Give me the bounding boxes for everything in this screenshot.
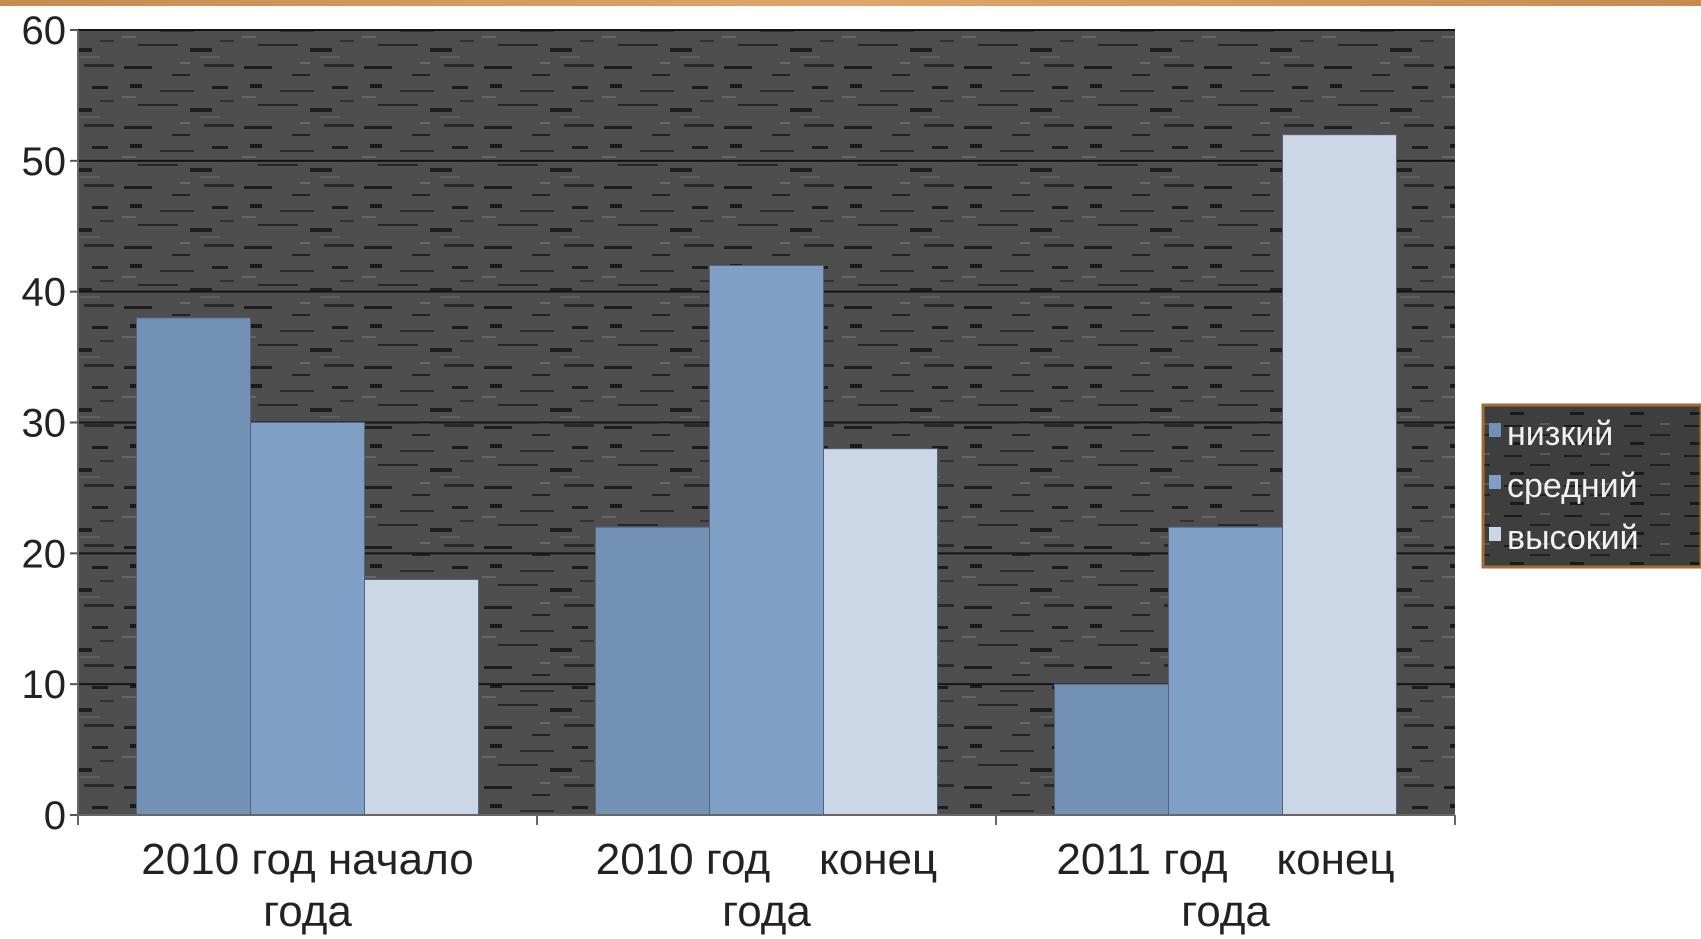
top-decorative-band	[0, 0, 1701, 6]
legend-swatch-средний	[1489, 475, 1501, 489]
legend-box	[1481, 403, 1701, 569]
bar-средний-0	[250, 422, 365, 816]
bar-низкий-1	[595, 526, 710, 816]
x-category-label: 2011 год конец	[1056, 835, 1394, 884]
bar-низкий-2	[1054, 683, 1169, 816]
bars	[136, 134, 1397, 816]
y-tick-label: 50	[22, 140, 67, 184]
bar-высокий-0	[364, 579, 479, 816]
legend-label-средний: средний	[1507, 467, 1638, 505]
bar-высокий-1	[823, 448, 938, 816]
y-tick-label: 20	[22, 532, 67, 576]
x-category-label: года	[1181, 887, 1270, 936]
y-axis-tick-labels: 0 10 20 30 40 50 60	[22, 9, 67, 838]
y-tick-label: 30	[22, 402, 67, 446]
bar-низкий-0	[136, 317, 251, 816]
axes	[70, 29, 1456, 825]
x-category-label: года	[263, 887, 352, 936]
bar-высокий-2	[1282, 134, 1397, 816]
y-tick-label: 0	[44, 794, 66, 838]
legend-label-низкий: низкий	[1507, 415, 1613, 453]
bar-средний-1	[709, 265, 824, 816]
x-category-label: года	[722, 887, 811, 936]
legend-swatch-низкий	[1489, 423, 1501, 437]
legend-label-высокий: высокий	[1507, 519, 1639, 557]
y-tick-label: 40	[22, 271, 67, 315]
y-tick-label: 60	[22, 9, 67, 53]
legend-swatch-высокий	[1489, 527, 1501, 541]
y-tick-label: 10	[22, 663, 67, 707]
x-category-label: 2010 год конец	[596, 835, 937, 884]
x-category-label: 2010 год начало	[141, 835, 473, 884]
legend: низкий средний высокий	[1481, 403, 1701, 569]
bar-средний-2	[1168, 526, 1283, 816]
